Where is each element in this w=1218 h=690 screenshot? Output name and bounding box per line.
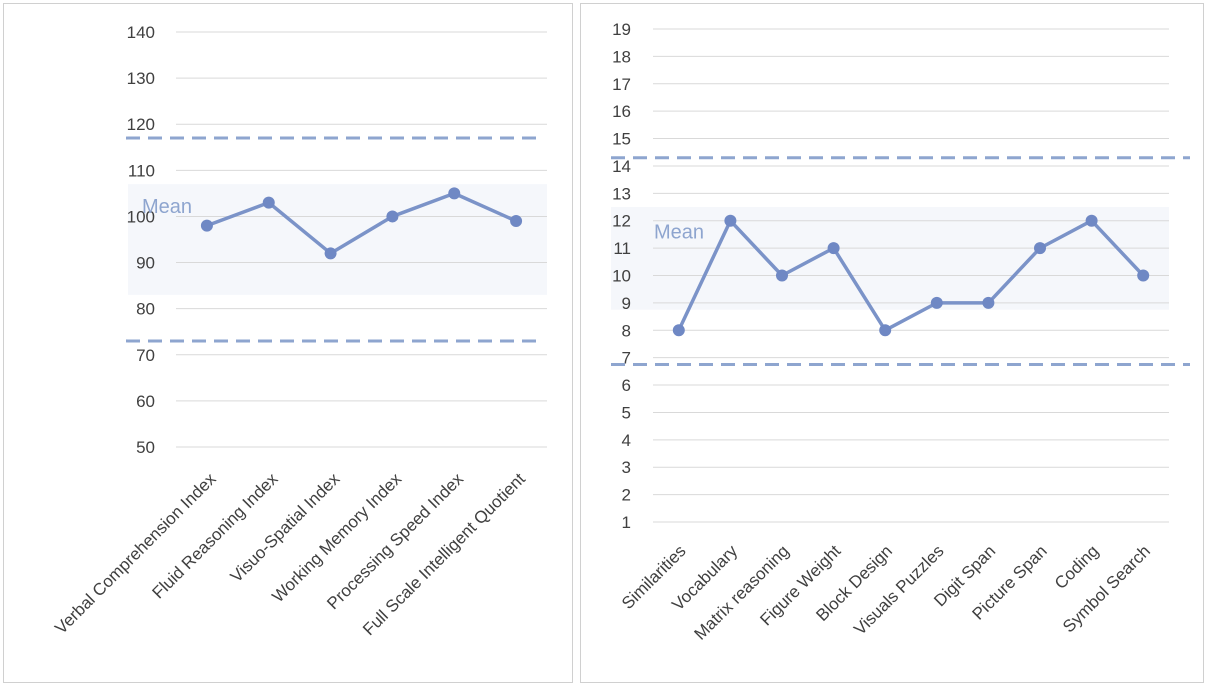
y-tick-label: 110	[128, 161, 155, 180]
right-chart-panel: 1 2 3 4 5 6 7 8 9 10 11 12 13 14 15 16 17 18 19 Mean Similar…	[580, 3, 1204, 683]
data-point	[776, 269, 788, 282]
y-tick-label: 50	[136, 438, 155, 457]
y-tick-label: 140	[127, 23, 155, 42]
left-chart-panel: 50 60 70 80 90 100 110 120 130 140 Mean Verbal Comp…	[3, 3, 573, 683]
y-tick-label: 16	[612, 102, 631, 121]
y-tick-label: 60	[136, 392, 155, 411]
y-tick-label: 130	[127, 69, 155, 88]
y-tick-label: 2	[622, 486, 631, 505]
x-category-label: Visuals Puzzles	[850, 541, 947, 638]
y-tick-label: 18	[612, 47, 631, 66]
data-point	[930, 296, 943, 309]
x-category-label: Fluid Reasoning Index	[149, 469, 282, 602]
data-point	[982, 296, 995, 309]
y-tick-label: 120	[127, 115, 155, 134]
x-category-label: Coding	[1051, 541, 1103, 593]
x-category-label: Visuo-Spatial Index	[227, 469, 344, 586]
series-line	[677, 218, 1145, 333]
mean-label: Mean	[654, 222, 704, 244]
y-tick-label: 13	[612, 184, 631, 203]
y-tick-label: 6	[622, 376, 631, 395]
x-category-label: Matrix reasoning	[691, 541, 793, 643]
y-tick-label: 100	[127, 207, 155, 226]
data-point	[724, 214, 737, 227]
y-tick-label: 80	[136, 300, 155, 319]
y-tick-label: 15	[612, 130, 631, 149]
y-tick-label: 90	[136, 254, 155, 273]
y-tick-label: 8	[622, 321, 631, 340]
y-tick-label: 11	[613, 239, 631, 258]
data-point	[510, 215, 523, 228]
data-point	[672, 324, 685, 337]
y-tick-label: 14	[612, 157, 631, 176]
y-tick-label: 70	[136, 346, 155, 365]
mean-band	[611, 207, 1169, 310]
y-tick-label: 12	[612, 212, 631, 231]
data-point	[1034, 242, 1046, 255]
data-point	[324, 247, 337, 260]
data-point	[262, 196, 275, 209]
data-point	[827, 242, 840, 255]
y-tick-label: 3	[622, 458, 631, 477]
series-line	[206, 191, 517, 256]
y-tick-label: 4	[622, 431, 631, 450]
data-point	[386, 210, 399, 223]
y-tick-label: 5	[622, 403, 631, 422]
data-point	[448, 187, 461, 200]
data-point	[1085, 214, 1098, 227]
data-point	[200, 219, 213, 232]
mean-label: Mean	[142, 196, 192, 218]
y-tick-label: 7	[622, 349, 631, 368]
y-tick-label: 17	[612, 75, 631, 94]
y-tick-label: 1	[622, 513, 631, 532]
y-tick-label: 9	[622, 294, 631, 313]
data-point	[879, 324, 892, 337]
y-tick-label: 19	[612, 20, 631, 39]
x-category-label: Symbol Search	[1059, 541, 1154, 636]
data-point	[1137, 269, 1150, 282]
y-tick-label: 10	[612, 267, 631, 286]
right-chart: 12345678910111213141516171819MeanSimilar…	[611, 20, 1190, 644]
